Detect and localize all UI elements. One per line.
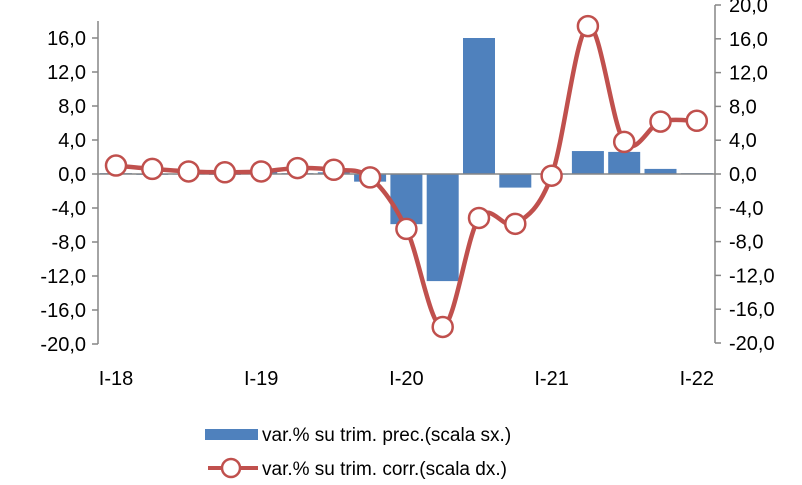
left-axis-tick-label: -20,0 xyxy=(40,334,86,356)
bar xyxy=(463,38,495,174)
bar xyxy=(499,174,532,188)
line-point xyxy=(104,154,128,177)
legend-bar-swatch xyxy=(205,429,258,440)
line-point xyxy=(249,160,273,183)
tick-labels: -20,0 -16,0 -12,0 -8,0 -4,0 0,0 4,0 8,0 12,0 16,0… xyxy=(40,0,774,390)
line-point xyxy=(612,130,636,154)
left-axis-tick-label: -16,0 xyxy=(40,300,86,322)
line-point xyxy=(286,156,309,180)
right-axis-tick-label: 8,0 xyxy=(729,96,757,118)
line-point xyxy=(649,110,672,133)
line-point xyxy=(504,212,527,236)
left-axis-tick-label: -8,0 xyxy=(52,232,86,254)
right-axis-tick-label: -4,0 xyxy=(729,198,763,220)
right-axis-tick-label: 16,0 xyxy=(729,29,768,51)
right-axis-tick-label: -12,0 xyxy=(729,265,775,287)
bar xyxy=(644,168,677,174)
legend: var.% su trim. prec.(scala sx.) var.% su… xyxy=(205,425,511,480)
right-axis-tick-label: -16,0 xyxy=(729,299,775,321)
line-point xyxy=(395,217,418,241)
legend-item-line: var.% su trim. corr.(scala dx.) xyxy=(208,457,507,480)
x-axis-tick-label: I-20 xyxy=(389,368,423,390)
line-point xyxy=(213,161,237,184)
bar-series xyxy=(100,38,713,282)
left-axis-tick-label: 0,0 xyxy=(58,164,86,186)
left-axis-tick-label: 4,0 xyxy=(58,130,86,152)
line-point xyxy=(141,157,164,181)
line-point xyxy=(540,164,563,187)
bar xyxy=(390,174,423,225)
right-axis-tick-label: 12,0 xyxy=(729,63,768,85)
bar xyxy=(426,174,459,282)
legend-label-bars: var.% su trim. prec.(scala sx.) xyxy=(262,425,511,446)
legend-marker-swatch xyxy=(220,457,242,479)
left-axis-tick-label: 12,0 xyxy=(47,62,86,84)
line-point xyxy=(177,160,200,183)
line-point xyxy=(576,14,600,38)
line-series xyxy=(104,14,709,339)
line-point xyxy=(431,315,454,339)
legend-item-bars: var.% su trim. prec.(scala sx.) xyxy=(205,425,511,446)
right-axis-tick-label: 0,0 xyxy=(729,164,757,186)
left-axis-tick-label: 16,0 xyxy=(47,28,86,50)
x-axis-tick-label: I-21 xyxy=(534,368,568,390)
right-axis-tick-label: 4,0 xyxy=(729,130,757,152)
line-point xyxy=(322,158,346,182)
x-axis-tick-label: I-22 xyxy=(680,368,714,390)
left-axis-tick-label: -4,0 xyxy=(52,198,86,220)
legend-label-line: var.% su trim. corr.(scala dx.) xyxy=(262,459,507,480)
left-axis-tick-label: -12,0 xyxy=(40,266,86,288)
line-point xyxy=(685,109,709,133)
right-axis-tick-label: 20,0 xyxy=(729,0,768,17)
line-point xyxy=(358,166,382,189)
bar xyxy=(608,151,641,174)
right-axis-tick-label: -8,0 xyxy=(729,232,763,254)
line-point xyxy=(467,206,491,230)
x-axis-tick-label: I-19 xyxy=(244,368,278,390)
right-axis-tick-label: -20,0 xyxy=(729,333,775,355)
x-axis-tick-label: I-18 xyxy=(99,368,133,390)
left-axis-tick-label: 8,0 xyxy=(58,96,86,118)
bar xyxy=(571,151,604,174)
